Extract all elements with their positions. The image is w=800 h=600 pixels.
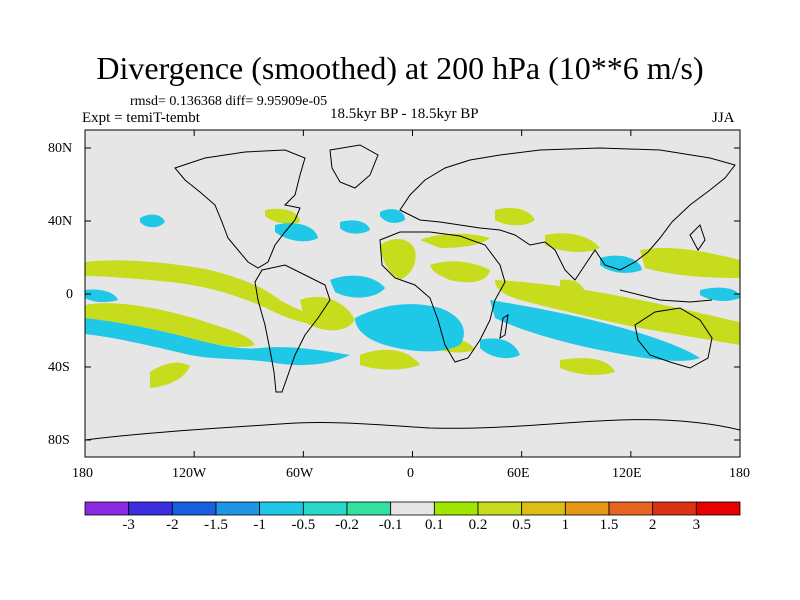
colorbar-label: 0.5: [512, 517, 532, 533]
colorbar-swatch: [521, 501, 566, 516]
lon-tick-180e: 180: [729, 466, 750, 481]
lat-tick-40n: 40N: [48, 214, 73, 229]
contour-pos-europe: [495, 208, 535, 226]
contour-neg-north-atl: [340, 220, 370, 234]
coast-greenland: [329, 144, 379, 189]
contour-neg-pacific-band: [85, 318, 350, 366]
colorbar-label: -3: [122, 517, 135, 533]
coast-australia: [634, 307, 713, 369]
contour-pos-south-io: [560, 358, 615, 375]
coastlines: [85, 144, 740, 441]
coast-japan: [689, 224, 706, 251]
contour-pos-na: [265, 208, 300, 224]
colorbar-label: -1.5: [204, 517, 228, 533]
colorbar-swatch: [215, 501, 261, 516]
contour-pos-atl-east: [380, 238, 416, 280]
coast-maritime-continent: [619, 289, 713, 303]
colorbar-swatch: [84, 501, 130, 516]
contour-pos-io-band: [495, 280, 740, 345]
contour-neg-asia: [600, 255, 642, 273]
contour-pos-sp2: [150, 362, 190, 388]
contour-pos-asia-sw: [640, 248, 740, 278]
contour-neg-west-africa: [380, 209, 405, 223]
contour-neg-sp-west: [85, 289, 118, 303]
lon-tick-0: 0: [407, 466, 414, 481]
contour-fields: [85, 144, 740, 441]
colorbar-swatch: [608, 501, 654, 516]
colorbar-swatch: [390, 501, 435, 516]
contour-pos-south-pacific: [85, 303, 255, 348]
colorbar: [84, 501, 741, 516]
map-background: [85, 130, 740, 457]
colorbar-swatch: [433, 501, 479, 516]
coast-eurasia: [399, 147, 736, 281]
experiment-label: Expt = temiT-tembt: [82, 110, 200, 126]
contour-neg-nw-pacific: [140, 214, 165, 228]
lon-tick-60w: 60W: [286, 466, 314, 481]
colorbar-label: 0.2: [468, 517, 488, 533]
colorbar-swatch: [259, 501, 304, 516]
colorbar-swatch: [302, 501, 348, 516]
lon-tick-180w: 180: [72, 466, 93, 481]
colorbar-swatch: [695, 501, 741, 516]
contour-pos-med: [420, 233, 490, 248]
coast-north-america: [174, 149, 306, 269]
coast-africa: [379, 231, 506, 363]
colorbar-label: 1.5: [599, 517, 619, 533]
season-label: JJA: [712, 110, 735, 126]
axis-ticks: [84, 130, 741, 457]
lon-tick-120w: 120W: [172, 466, 207, 481]
colorbar-swatch: [477, 501, 523, 516]
contour-neg-io: [490, 300, 700, 361]
colorbar-label: -2: [166, 517, 179, 533]
plot-title: Divergence (smoothed) at 200 hPa (10**6 …: [96, 50, 704, 86]
coast-south-america: [254, 264, 331, 393]
coast-madagascar: [499, 314, 509, 339]
period-label: 18.5kyr BP - 18.5kyr BP: [330, 106, 479, 122]
colorbar-swatch: [346, 501, 392, 516]
coast-antarctica: [85, 419, 740, 441]
colorbar-swatch: [128, 501, 173, 516]
lon-tick-60e: 60E: [507, 466, 530, 481]
colorbar-label: 2: [648, 517, 657, 533]
positive-divergence: [85, 208, 740, 388]
contour-pos-atlantic-band: [85, 260, 350, 326]
colorbar-label: -0.5: [291, 517, 316, 533]
lon-tick-120e: 120E: [612, 466, 642, 481]
contour-pos-south-atl: [360, 349, 420, 370]
contour-neg-pacific-east: [700, 287, 740, 302]
contour-pos-sa-east: [300, 296, 355, 331]
colorbar-label: -0.1: [378, 517, 403, 533]
colorbar-label: -1: [253, 517, 266, 533]
contour-pos-arabia: [545, 233, 600, 252]
lat-tick-40s: 40S: [48, 360, 70, 375]
stats-label: rmsd= 0.136368 diff= 9.95909e-05: [130, 94, 328, 109]
contour-pos-sahel: [430, 261, 490, 283]
colorbar-label: 0.1: [424, 517, 444, 533]
lat-tick-0: 0: [66, 287, 73, 302]
colorbar-label: 3: [692, 517, 701, 533]
lat-tick-80n: 80N: [48, 141, 73, 156]
colorbar-swatch: [652, 501, 697, 516]
colorbar-swatch: [564, 501, 610, 516]
colorbar-label: 1: [561, 517, 570, 533]
colorbar-label: -0.2: [335, 517, 359, 533]
contour-neg-south-africa: [480, 338, 520, 359]
lat-tick-80s: 80S: [48, 433, 70, 448]
colorbar-swatch: [171, 501, 217, 516]
contour-neg-tropics: [330, 275, 385, 298]
contour-pos-india: [560, 279, 585, 296]
contour-neg-na-east: [275, 223, 318, 242]
